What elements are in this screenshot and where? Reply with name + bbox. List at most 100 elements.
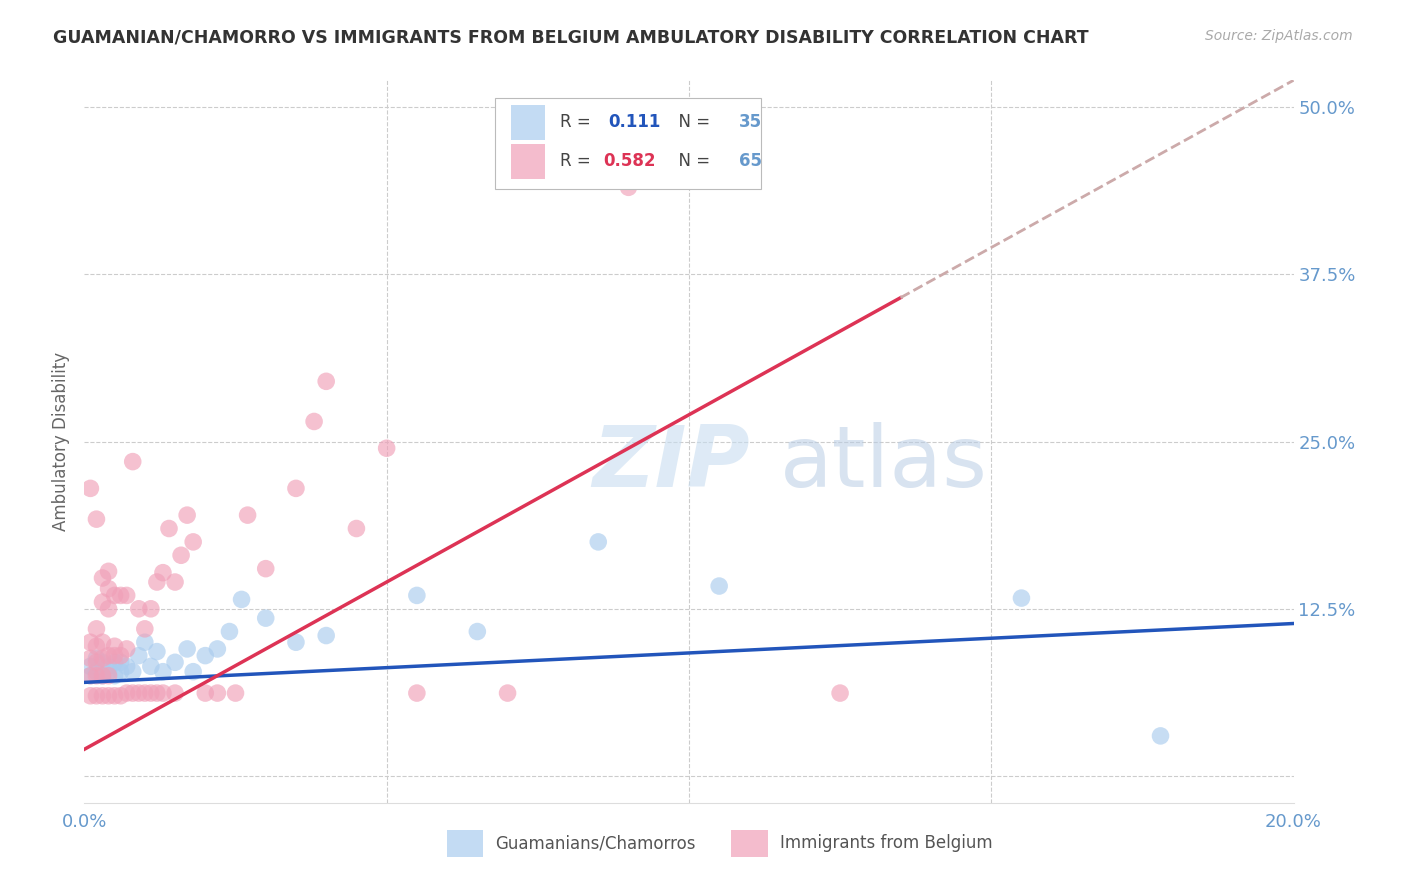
Point xyxy=(225,686,247,700)
Point xyxy=(79,669,101,683)
Point xyxy=(115,589,138,603)
Y-axis label: Ambulatory Disability: Ambulatory Disability xyxy=(52,352,70,531)
Point xyxy=(218,624,240,639)
Text: Guamanians/Chamorros: Guamanians/Chamorros xyxy=(495,834,696,852)
Point xyxy=(709,579,731,593)
Point xyxy=(110,689,132,703)
Point xyxy=(86,639,108,653)
Point xyxy=(139,602,162,616)
Point xyxy=(91,651,114,665)
Point xyxy=(91,635,114,649)
Point xyxy=(1011,591,1033,606)
Text: N =: N = xyxy=(668,113,716,131)
Point xyxy=(588,535,610,549)
Point xyxy=(91,595,114,609)
Text: GUAMANIAN/CHAMORRO VS IMMIGRANTS FROM BELGIUM AMBULATORY DISABILITY CORRELATION : GUAMANIAN/CHAMORRO VS IMMIGRANTS FROM BE… xyxy=(53,29,1090,46)
Text: Immigrants from Belgium: Immigrants from Belgium xyxy=(780,834,993,852)
Point xyxy=(406,686,429,700)
Point xyxy=(86,622,108,636)
Point xyxy=(110,655,132,669)
Bar xyxy=(447,830,484,857)
Point xyxy=(181,535,204,549)
Point xyxy=(104,648,127,663)
Point xyxy=(134,622,156,636)
Point xyxy=(121,665,143,679)
Point xyxy=(128,686,150,700)
Point xyxy=(110,589,132,603)
Bar xyxy=(731,830,768,857)
Point xyxy=(91,689,114,703)
Point xyxy=(97,669,120,683)
Text: N =: N = xyxy=(668,153,716,170)
Point xyxy=(115,659,138,673)
Point xyxy=(115,642,138,657)
Point xyxy=(152,566,174,580)
Point xyxy=(104,669,127,683)
Text: atlas: atlas xyxy=(780,422,987,505)
Point xyxy=(97,565,120,579)
Point xyxy=(285,635,308,649)
Point xyxy=(104,655,127,669)
Point xyxy=(165,655,187,669)
Point xyxy=(104,639,127,653)
Point xyxy=(97,659,120,673)
Point xyxy=(91,669,114,683)
Point xyxy=(91,655,114,669)
Point xyxy=(406,589,429,603)
Point xyxy=(467,624,489,639)
Point xyxy=(1149,729,1171,743)
Point xyxy=(181,665,204,679)
Point xyxy=(496,686,519,700)
Point xyxy=(86,669,108,683)
Point xyxy=(207,642,229,657)
Point xyxy=(86,655,108,669)
Point xyxy=(110,648,132,663)
Point xyxy=(79,669,101,683)
Point xyxy=(165,686,187,700)
Point xyxy=(128,602,150,616)
Point xyxy=(86,651,108,665)
Point xyxy=(830,686,852,700)
Point xyxy=(110,665,132,679)
Point xyxy=(254,611,277,625)
Text: 35: 35 xyxy=(738,113,762,131)
Text: Source: ZipAtlas.com: Source: ZipAtlas.com xyxy=(1205,29,1353,43)
Point xyxy=(254,562,277,576)
Point xyxy=(128,648,150,663)
Point xyxy=(97,648,120,663)
Point xyxy=(79,635,101,649)
Point xyxy=(194,686,217,700)
Text: 0.111: 0.111 xyxy=(607,113,661,131)
Point xyxy=(79,482,101,496)
Point xyxy=(176,508,198,523)
Point xyxy=(146,644,169,658)
Point xyxy=(86,512,108,526)
Point xyxy=(617,180,640,194)
Bar xyxy=(512,105,546,139)
Point xyxy=(170,548,193,563)
Point xyxy=(97,689,120,703)
Point xyxy=(165,575,187,590)
Point xyxy=(157,521,180,535)
Point xyxy=(152,686,174,700)
Text: R =: R = xyxy=(560,153,596,170)
Point xyxy=(346,521,368,535)
Text: 65: 65 xyxy=(738,153,762,170)
FancyBboxPatch shape xyxy=(495,98,762,189)
Point xyxy=(194,648,217,663)
Point xyxy=(79,689,101,703)
Point xyxy=(115,686,138,700)
Point xyxy=(121,686,143,700)
Point xyxy=(139,659,162,673)
Point xyxy=(97,665,120,679)
Point xyxy=(134,635,156,649)
Point xyxy=(104,589,127,603)
Point xyxy=(121,455,143,469)
Point xyxy=(91,669,114,683)
Point xyxy=(207,686,229,700)
Text: 0.582: 0.582 xyxy=(603,153,655,170)
Point xyxy=(315,375,337,389)
Point xyxy=(97,582,120,596)
Point xyxy=(134,686,156,700)
Point xyxy=(146,575,169,590)
